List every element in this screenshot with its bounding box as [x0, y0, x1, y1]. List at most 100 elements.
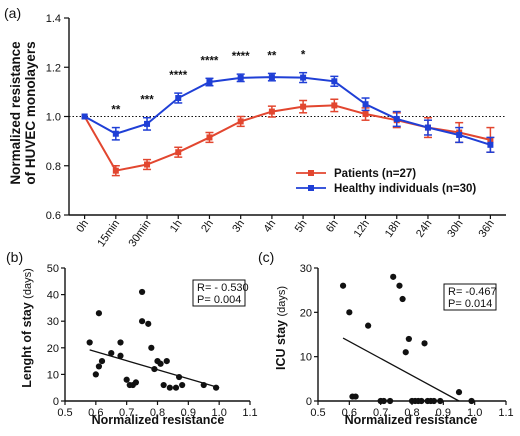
panel-b-ytick-label: 10 [47, 369, 59, 381]
series-healthy-point [268, 74, 275, 81]
panel-a-xtick-label: 30min [126, 218, 153, 249]
significance-marker: * [301, 50, 306, 62]
significance-marker: ** [111, 105, 120, 117]
panel-c-stats-r: R= -0.467 [448, 286, 497, 298]
panel-b-ytick-label: 20 [47, 343, 59, 355]
series-patients-point [331, 102, 338, 109]
panel-c-label: (c) [258, 249, 274, 265]
series-patients-point [144, 161, 151, 168]
panel-b-stats-box: R= - 0.530 P= 0.004 [192, 279, 249, 307]
panel-c-xtick-label: 1.1 [498, 407, 513, 419]
significance-marker: *** [140, 95, 154, 107]
panel-c-point [396, 282, 403, 289]
panel-a-xtick-label: 3h [230, 218, 247, 235]
panel-a-ytick-label: 0.6 [46, 210, 61, 222]
panel-b-label: (b) [6, 249, 23, 265]
panel-c-xtick-label: 0.6 [342, 407, 357, 419]
series-healthy-point [175, 95, 182, 102]
panel-b-xtick-label: 1.0 [212, 407, 227, 419]
panel-c-point [421, 340, 428, 347]
series-healthy-point [81, 113, 88, 120]
series-patients-point [362, 111, 369, 118]
series-healthy-point [424, 124, 431, 131]
panel-b-point [132, 379, 140, 386]
panel-b-point [92, 371, 99, 378]
series-healthy-point [393, 115, 400, 122]
series-healthy [81, 71, 495, 153]
panel-c-ytick-label: 20 [300, 307, 312, 319]
panel-a-xtick-label: 15min [95, 218, 122, 249]
panel-c-ylabel-unit: (days) [276, 286, 288, 317]
panel-b-point [200, 381, 207, 389]
panel-b-ytick-label: 50 [47, 263, 59, 275]
series-patients-point [268, 108, 275, 115]
panel-c-point [455, 389, 463, 396]
panel-b-point [95, 363, 103, 370]
significance-marker: **** [169, 70, 187, 82]
series-patients-point [300, 103, 307, 110]
panel-b-xtick-label: 0.5 [57, 407, 72, 419]
panel-c-point [352, 393, 359, 400]
panel-c-point [418, 397, 425, 405]
panel-c-stats-p: P= 0.014 [448, 298, 492, 310]
significance-marker: ** [267, 50, 276, 62]
panel-c-xtick-label: 0.8 [404, 407, 419, 419]
panel-b-point [145, 320, 152, 327]
panel-c-point [399, 295, 406, 303]
series-healthy-point [144, 120, 151, 127]
panel-c-ylabel: ICU stay (days) [274, 286, 288, 370]
panel-b-point [172, 384, 180, 391]
panel-a-xtick-label: 5h [293, 218, 310, 235]
panel-b-point [117, 339, 124, 346]
panel-c-point [402, 349, 409, 356]
series-patients-point [112, 167, 119, 174]
panel-a-xtick-label: 12h [352, 218, 372, 240]
panel-a-xtick-label: 24h [414, 218, 434, 240]
panel-b-point [160, 381, 167, 389]
panel-b-ylabel-unit: (days) [22, 268, 34, 299]
series-patients-point [175, 149, 182, 156]
series-healthy-point [456, 131, 463, 138]
panel-b-ytick-label: 40 [47, 290, 59, 302]
panel-b-stats-p: P= 0.004 [197, 294, 241, 306]
panel-c-xtick-label: 0.7 [373, 407, 388, 419]
panel-b-point [123, 376, 130, 383]
panel-b-ytick-label: 30 [47, 316, 59, 328]
panel-b-point [163, 358, 170, 365]
panel-b-plot: 0 10 20 30 40 50 0.5 0.6 0.7 0.8 0.9 1.0 1.1 [47, 263, 258, 419]
panel-c-point [380, 397, 387, 405]
panel-c-ytick-label: 10 [300, 352, 312, 364]
panel-a-ytick-label: 1.0 [46, 112, 61, 124]
legend-healthy-marker [308, 185, 314, 191]
panel-a-ytick-label: 1.4 [46, 13, 61, 25]
panel-c-xtick-label: 0.9 [436, 407, 451, 419]
panel-b-stats-r: R= - 0.530 [197, 282, 249, 294]
panel-b-point [98, 358, 106, 365]
panel-b-point [95, 310, 103, 317]
series-healthy-point [300, 74, 307, 81]
panel-c-point [437, 397, 444, 405]
panel-b-xtick-label: 0.8 [150, 407, 165, 419]
panel-b-ylabel: Lenght of stay (days) [20, 268, 34, 387]
panel-a: (a) Normalized resistance of HUVEC monol… [4, 5, 506, 249]
series-healthy-point [362, 101, 369, 108]
panel-c-regression-line [342, 337, 460, 402]
significance-marker: **** [201, 55, 219, 67]
panel-b-point [117, 352, 124, 359]
significance-marker: **** [232, 51, 250, 63]
panel-b-xlabel: Normalized resistance [92, 413, 225, 427]
panel-a-label: (a) [4, 5, 21, 21]
panel-b-xtick-label: 1.1 [242, 407, 257, 419]
series-patients-point [206, 134, 213, 141]
panel-c-xtick-label: 0.5 [310, 407, 325, 419]
panel-c-point [405, 335, 412, 343]
panel-a-xtick-label: 0h [74, 218, 91, 235]
panel-c-ylabel-title: ICU stay [274, 320, 288, 370]
series-healthy-line [84, 76, 491, 146]
panel-a-ytick-label: 0.8 [46, 161, 61, 173]
panel-a-xtick-label: 6h [324, 218, 341, 235]
panel-c-xtick-label: 1.0 [467, 407, 482, 419]
panel-b-point [138, 318, 146, 325]
series-healthy-point [206, 79, 213, 86]
